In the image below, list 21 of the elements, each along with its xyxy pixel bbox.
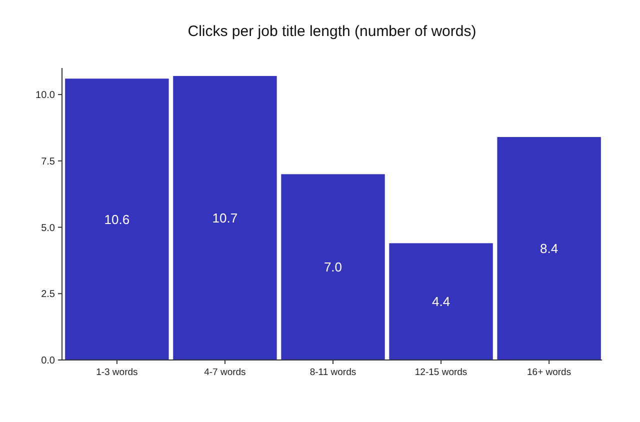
chart-title: Clicks per job title length (number of words) [188,23,476,40]
y-tick-label: 2.5 [41,289,56,300]
data-label: 10.7 [212,210,238,226]
x-tick-label: 1-3 words [96,367,138,378]
y-tick-label: 10.0 [36,90,56,102]
bar [389,243,493,360]
x-tick-label: 12-15 words [414,367,468,378]
data-label: 7.0 [324,260,342,275]
x-tick-label: 8-11 words [310,367,356,378]
x-tick-label: 16+ words [527,367,572,378]
data-label: 8.4 [540,241,558,256]
data-label: 4.4 [432,294,450,310]
bar [65,78,169,360]
y-tick-label: 0.0 [41,356,56,366]
bar [173,76,277,360]
y-tick-label: 7.5 [41,156,56,168]
y-tick-label: 5.0 [41,222,56,234]
data-label: 10.6 [104,212,130,227]
bar [281,174,385,360]
x-tick-label: 4-7 words [204,367,246,378]
bar [497,137,601,360]
